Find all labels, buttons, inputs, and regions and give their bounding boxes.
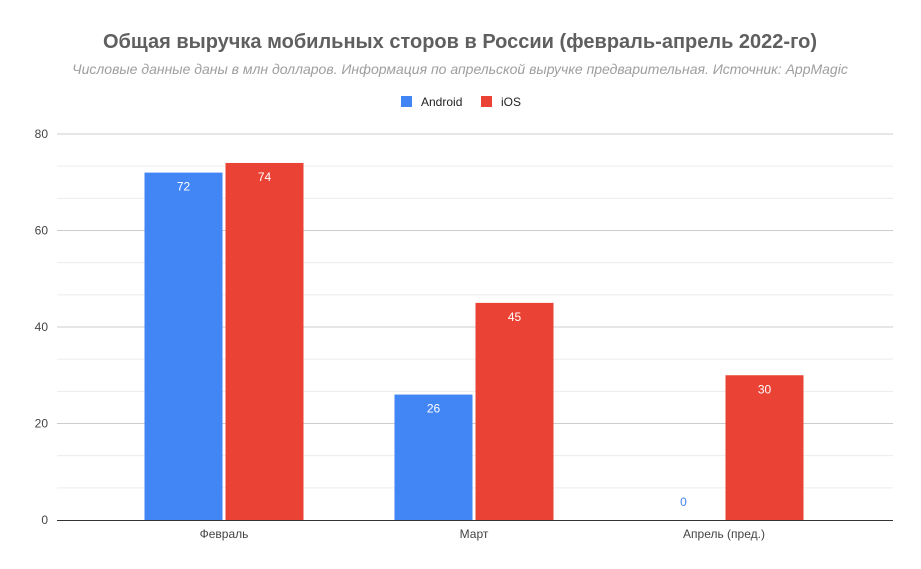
bar-data-label: 45 (508, 310, 522, 324)
bar-ios (475, 302, 554, 520)
bar-data-label: 30 (758, 382, 772, 396)
x-tick-label: Март (460, 527, 489, 541)
bar-data-label: 74 (258, 170, 272, 184)
x-tick-label: Апрель (пред.) (683, 527, 765, 541)
legend: Android iOS (401, 95, 521, 109)
x-axis-ticks: Февраль Март Апрель (пред.) (200, 527, 765, 541)
y-tick-label: 80 (35, 127, 49, 141)
bar-ios (725, 375, 804, 520)
y-axis-ticks: 0 20 40 60 80 (35, 127, 49, 527)
x-tick-label: Февраль (200, 527, 249, 541)
legend-swatch-ios (481, 96, 492, 107)
y-tick-label: 20 (35, 417, 49, 431)
bar-ios (225, 162, 304, 520)
legend-swatch-android (401, 96, 412, 107)
chart-subtitle: Числовые данные даны в млн долларов. Инф… (72, 61, 848, 77)
bar-data-label: 72 (177, 180, 191, 194)
y-tick-label: 60 (35, 224, 49, 238)
chart-title: Общая выручка мобильных сторов в России … (103, 31, 817, 53)
y-tick-label: 40 (35, 320, 49, 334)
legend-label-android: Android (421, 95, 462, 109)
bar-android (394, 394, 473, 520)
bar-android (144, 172, 223, 520)
data-labels: 72 74 26 45 0 30 (177, 170, 772, 509)
bars (144, 162, 804, 520)
bar-data-label: 26 (427, 402, 441, 416)
legend-label-ios: iOS (501, 95, 521, 109)
bar-data-label: 0 (680, 495, 687, 509)
y-tick-label: 0 (41, 513, 48, 527)
